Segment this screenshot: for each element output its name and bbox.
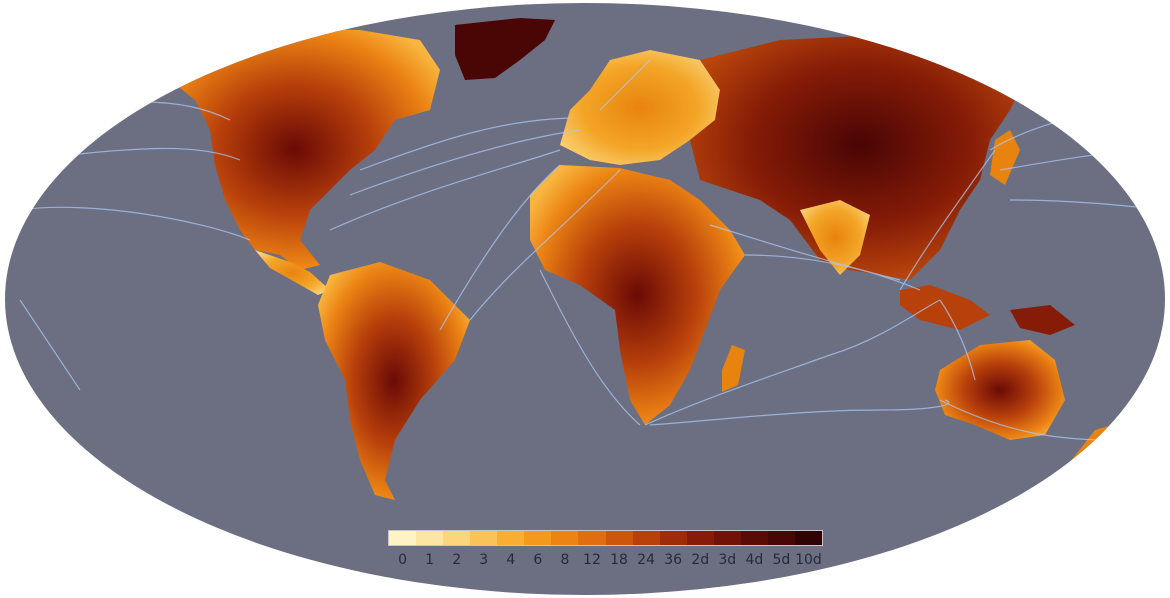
legend-swatch (389, 531, 417, 545)
legend-tick-label: 4 (506, 552, 516, 568)
legend-swatch (794, 531, 822, 545)
north-america (150, 28, 440, 270)
legend-swatch (551, 531, 579, 545)
japan (990, 130, 1020, 185)
legend-tick-label: 3d (718, 552, 737, 568)
legend-swatch (659, 531, 687, 545)
new-guinea (1010, 305, 1075, 335)
europe (560, 50, 720, 165)
shipping-routes (19, 59, 1165, 441)
legend-swatch (497, 531, 525, 545)
central-america (255, 250, 330, 295)
legend-swatch (740, 531, 768, 545)
legend-swatch (632, 531, 660, 545)
south-asia (800, 200, 870, 275)
greenland (455, 18, 555, 80)
legend-tick-label: 12 (583, 552, 601, 568)
legend-tick-label: 4d (745, 552, 764, 568)
legend-tick-label: 0 (398, 552, 407, 568)
africa (530, 165, 745, 425)
legend-tick-label: 5d (772, 552, 791, 568)
south-america (318, 262, 470, 500)
madagascar (722, 345, 745, 392)
legend-tick-label: 2 (452, 552, 462, 568)
legend-tick-label: 10d (795, 552, 822, 568)
legend-swatch (686, 531, 714, 545)
travel-time-legend: 0 1 2 3 4 6 8 12 18 24 36 2d 3d 4d 5d 10d (389, 531, 822, 571)
legend-tick-label: 8 (560, 552, 570, 568)
legend-swatch (578, 531, 606, 545)
legend-tick-labels: 0 1 2 3 4 6 8 12 18 24 36 2d 3d 4d 5d 10d (389, 552, 822, 568)
legend-tick-label: 3 (479, 552, 489, 568)
legend-tick-label: 6 (533, 552, 543, 568)
legend-tick-label: 1 (425, 552, 435, 568)
legend-tick-label: 24 (637, 552, 655, 568)
legend-swatch (524, 531, 552, 545)
legend-tick-label: 18 (610, 552, 628, 568)
legend-swatch (443, 531, 471, 545)
legend-tick-label: 36 (664, 552, 683, 568)
legend-swatch (767, 531, 795, 545)
legend-swatch (470, 531, 498, 545)
legend-swatch (416, 531, 444, 545)
legend-color-bar (389, 531, 822, 545)
legend-swatch (605, 531, 633, 545)
legend-tick-label: 2d (691, 552, 710, 568)
legend-swatch (713, 531, 741, 545)
australia (935, 340, 1065, 440)
asia (690, 35, 1030, 280)
